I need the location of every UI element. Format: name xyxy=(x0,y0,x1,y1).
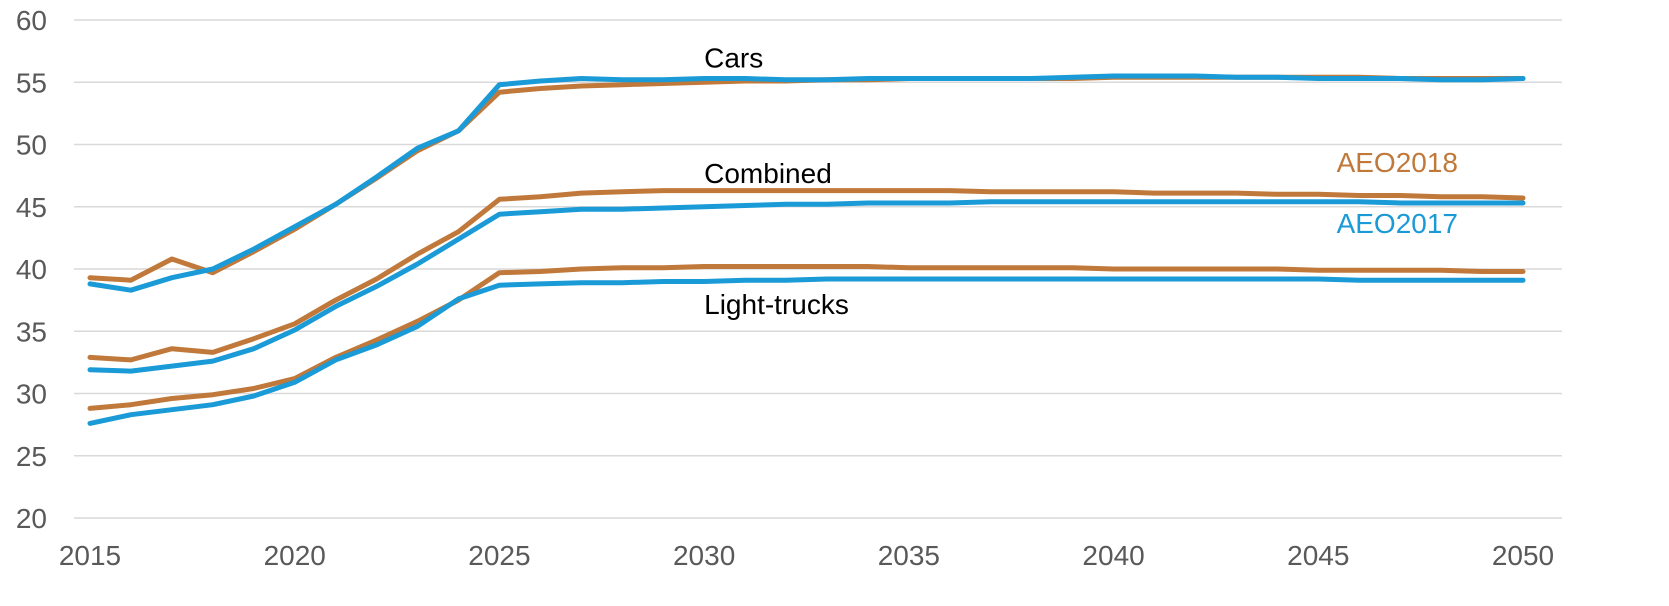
y-axis-tick-labels: 20 25 30 35 40 45 50 55 60 xyxy=(16,5,47,534)
series-line-cars-aeo2017 xyxy=(87,73,1526,293)
series-line-light-trucks-aeo2017 xyxy=(87,276,1526,426)
annotation-light-trucks: Light-trucks xyxy=(704,289,849,320)
y-tick-label: 30 xyxy=(16,379,47,410)
x-tick-label: 2030 xyxy=(673,540,735,571)
x-tick-label: 2050 xyxy=(1492,540,1554,571)
x-tick-label: 2020 xyxy=(264,540,326,571)
series-line-combined-aeo2017 xyxy=(87,199,1526,374)
series-line-light-trucks-aeo2018 xyxy=(87,264,1526,411)
x-tick-label: 2045 xyxy=(1287,540,1349,571)
legend-entry-aeo2017: AEO2017 xyxy=(1337,208,1458,239)
y-tick-label: 55 xyxy=(16,67,47,98)
y-tick-label: 35 xyxy=(16,316,47,347)
y-tick-label: 60 xyxy=(16,5,47,36)
annotation-cars: Cars xyxy=(704,42,763,73)
x-axis-tick-labels: 2015 2020 2025 2030 2035 2040 2045 2050 xyxy=(59,540,1554,571)
series-line-combined-aeo2018 xyxy=(87,188,1526,363)
series-group-labels: Cars Combined Light-trucks xyxy=(704,42,849,320)
y-tick-label: 20 xyxy=(16,503,47,534)
x-tick-label: 2040 xyxy=(1082,540,1144,571)
x-tick-label: 2025 xyxy=(468,540,530,571)
legend: AEO2018 AEO2017 xyxy=(1337,147,1458,239)
y-tick-label: 25 xyxy=(16,441,47,472)
y-tick-label: 50 xyxy=(16,130,47,161)
x-tick-label: 2035 xyxy=(878,540,940,571)
y-tick-label: 45 xyxy=(16,192,47,223)
y-tick-label: 40 xyxy=(16,254,47,285)
series-lines xyxy=(87,73,1526,426)
x-tick-label: 2015 xyxy=(59,540,121,571)
annotation-combined: Combined xyxy=(704,158,832,189)
legend-entry-aeo2018: AEO2018 xyxy=(1337,147,1458,178)
